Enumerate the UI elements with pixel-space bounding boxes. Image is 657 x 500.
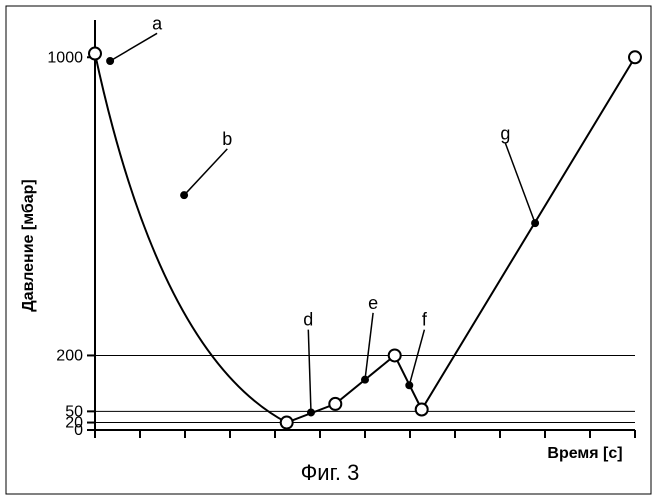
- data-point-closed: [362, 376, 369, 383]
- annotation-b: b: [222, 129, 232, 149]
- figure-border: [6, 6, 651, 494]
- data-point-open: [89, 48, 101, 60]
- data-point-open: [629, 51, 641, 63]
- y-tick-label: 1000: [47, 49, 83, 66]
- pressure-curve: [95, 54, 635, 423]
- annotation-leader: [184, 149, 227, 195]
- annotation-leader: [110, 33, 157, 61]
- annotation-d: d: [303, 310, 313, 330]
- data-point-open: [281, 417, 293, 429]
- annotation-leader: [365, 313, 373, 380]
- data-point-open: [389, 349, 401, 361]
- annotation-g: g: [500, 123, 510, 143]
- y-axis-title: Давление [мбар]: [20, 179, 37, 311]
- y-tick-label: 50: [65, 403, 83, 420]
- data-point-closed: [406, 382, 413, 389]
- annotation-leader: [505, 143, 535, 223]
- data-point-closed: [181, 192, 188, 199]
- annotation-leader: [409, 330, 424, 386]
- data-point-open: [416, 404, 428, 416]
- annotation-a: a: [152, 13, 163, 33]
- data-point-closed: [308, 409, 315, 416]
- annotation-f: f: [422, 310, 428, 330]
- annotation-leader: [308, 330, 311, 413]
- data-point-open: [329, 398, 341, 410]
- y-tick-label: 200: [56, 347, 83, 364]
- x-axis-title: Время [с]: [547, 445, 622, 462]
- pressure-time-chart: 020502001000Давление [мбар]Время [с]abde…: [0, 0, 657, 500]
- annotation-e: e: [368, 293, 378, 313]
- data-point-closed: [107, 58, 114, 65]
- data-point-closed: [532, 220, 539, 227]
- figure-caption: Фиг. 3: [301, 460, 360, 485]
